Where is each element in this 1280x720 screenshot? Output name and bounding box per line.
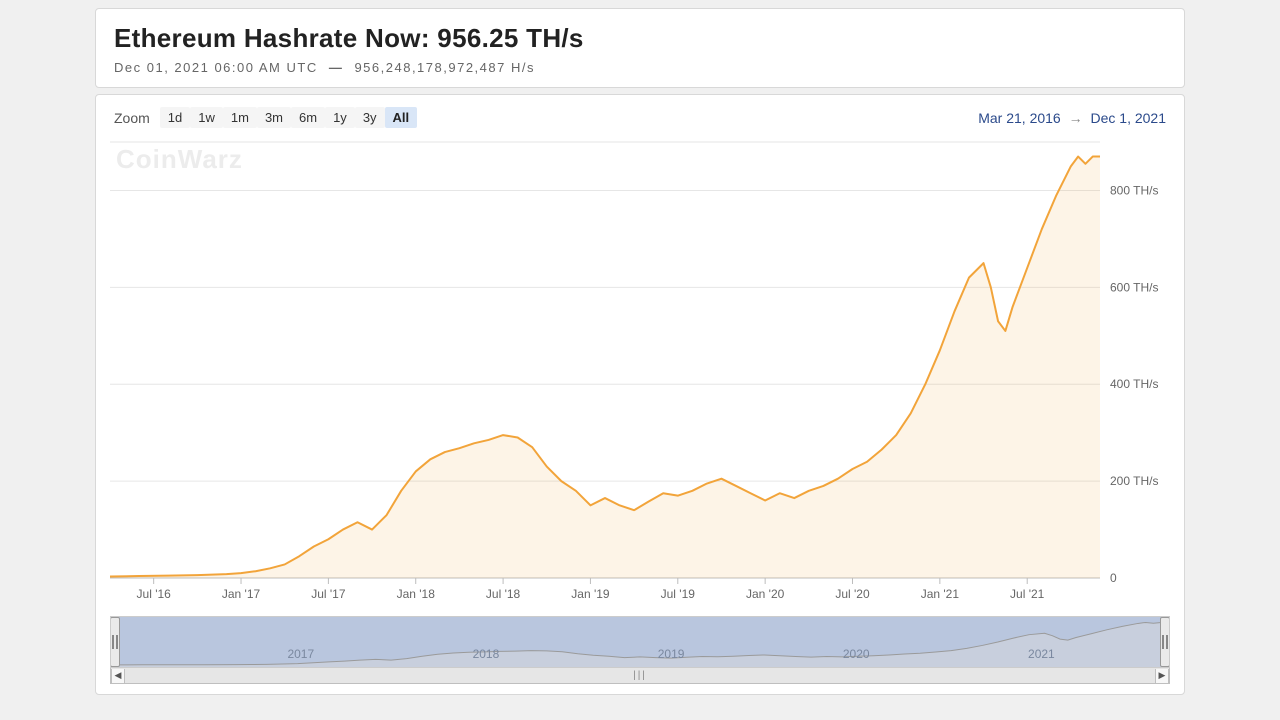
zoom-btn-1m[interactable]: 1m xyxy=(223,107,257,128)
svg-text:Jul '18: Jul '18 xyxy=(486,587,521,601)
svg-text:200 TH/s: 200 TH/s xyxy=(1110,474,1158,488)
chart-controls: Zoom 1d1w1m3m6m1y3yAll Mar 21, 2016 → De… xyxy=(110,105,1170,138)
range-end[interactable]: Dec 1, 2021 xyxy=(1091,110,1167,126)
svg-text:Jan '20: Jan '20 xyxy=(746,587,785,601)
zoom-group: Zoom 1d1w1m3m6m1y3yAll xyxy=(114,107,417,128)
raw-hashrate: 956,248,178,972,487 H/s xyxy=(354,60,535,75)
scroll-right-icon[interactable]: ▶ xyxy=(1155,669,1169,683)
svg-text:Jul '21: Jul '21 xyxy=(1010,587,1045,601)
svg-text:Jul '20: Jul '20 xyxy=(835,587,870,601)
svg-text:Jul '17: Jul '17 xyxy=(311,587,346,601)
nav-handle-left[interactable] xyxy=(110,617,120,667)
svg-text:Jan '17: Jan '17 xyxy=(222,587,261,601)
nav-scrollbar[interactable]: ◀ ||| ▶ xyxy=(110,668,1170,684)
nav-year-label: 2018 xyxy=(473,647,500,661)
nav-year-label: 2019 xyxy=(658,647,685,661)
arrow-icon: → xyxy=(1069,110,1083,126)
zoom-btn-3y[interactable]: 3y xyxy=(355,107,385,128)
zoom-btn-1d[interactable]: 1d xyxy=(160,107,190,128)
scroll-grip-icon[interactable]: ||| xyxy=(633,670,647,681)
date-range: Mar 21, 2016 → Dec 1, 2021 xyxy=(978,110,1166,126)
svg-text:0: 0 xyxy=(1110,571,1117,585)
svg-text:Jan '19: Jan '19 xyxy=(571,587,610,601)
svg-text:400 TH/s: 400 TH/s xyxy=(1110,377,1158,391)
svg-text:Jul '19: Jul '19 xyxy=(661,587,696,601)
nav-handle-right[interactable] xyxy=(1160,617,1170,667)
nav-year-label: 2020 xyxy=(843,647,870,661)
zoom-btn-3m[interactable]: 3m xyxy=(257,107,291,128)
header-card: Ethereum Hashrate Now: 956.25 TH/s Dec 0… xyxy=(95,8,1185,88)
svg-text:Jan '21: Jan '21 xyxy=(921,587,960,601)
line-chart-svg: 0 200 TH/s 400 TH/s 600 TH/s 800 TH/s Jul '16… xyxy=(110,138,1170,608)
zoom-btn-1y[interactable]: 1y xyxy=(325,107,355,128)
nav-year-label: 2021 xyxy=(1028,647,1055,661)
timestamp: Dec 01, 2021 06:00 AM UTC xyxy=(114,60,318,75)
svg-text:Jul '16: Jul '16 xyxy=(137,587,172,601)
page-subtitle: Dec 01, 2021 06:00 AM UTC — 956,248,178,… xyxy=(114,60,1166,75)
scroll-left-icon[interactable]: ◀ xyxy=(111,669,125,683)
zoom-btn-all[interactable]: All xyxy=(385,107,418,128)
chart-plot[interactable]: CoinWarz 0200 TH/s400 TH/s600 TH/s800 TH… xyxy=(110,138,1170,608)
svg-text:800 TH/s: 800 TH/s xyxy=(1110,183,1158,197)
svg-text:Jan '18: Jan '18 xyxy=(397,587,436,601)
navigator-svg xyxy=(111,617,1169,668)
chart-card: Zoom 1d1w1m3m6m1y3yAll Mar 21, 2016 → De… xyxy=(95,94,1185,695)
nav-year-label: 2017 xyxy=(287,647,314,661)
navigator[interactable]: 2017 2018 2019 2020 2021 ◀ ||| ▶ xyxy=(110,616,1170,684)
svg-text:600 TH/s: 600 TH/s xyxy=(1110,280,1158,294)
page-title: Ethereum Hashrate Now: 956.25 TH/s xyxy=(114,23,1166,54)
zoom-label: Zoom xyxy=(114,110,150,126)
zoom-btn-6m[interactable]: 6m xyxy=(291,107,325,128)
separator: — xyxy=(329,60,344,75)
range-start[interactable]: Mar 21, 2016 xyxy=(978,110,1061,126)
zoom-btn-1w[interactable]: 1w xyxy=(190,107,223,128)
